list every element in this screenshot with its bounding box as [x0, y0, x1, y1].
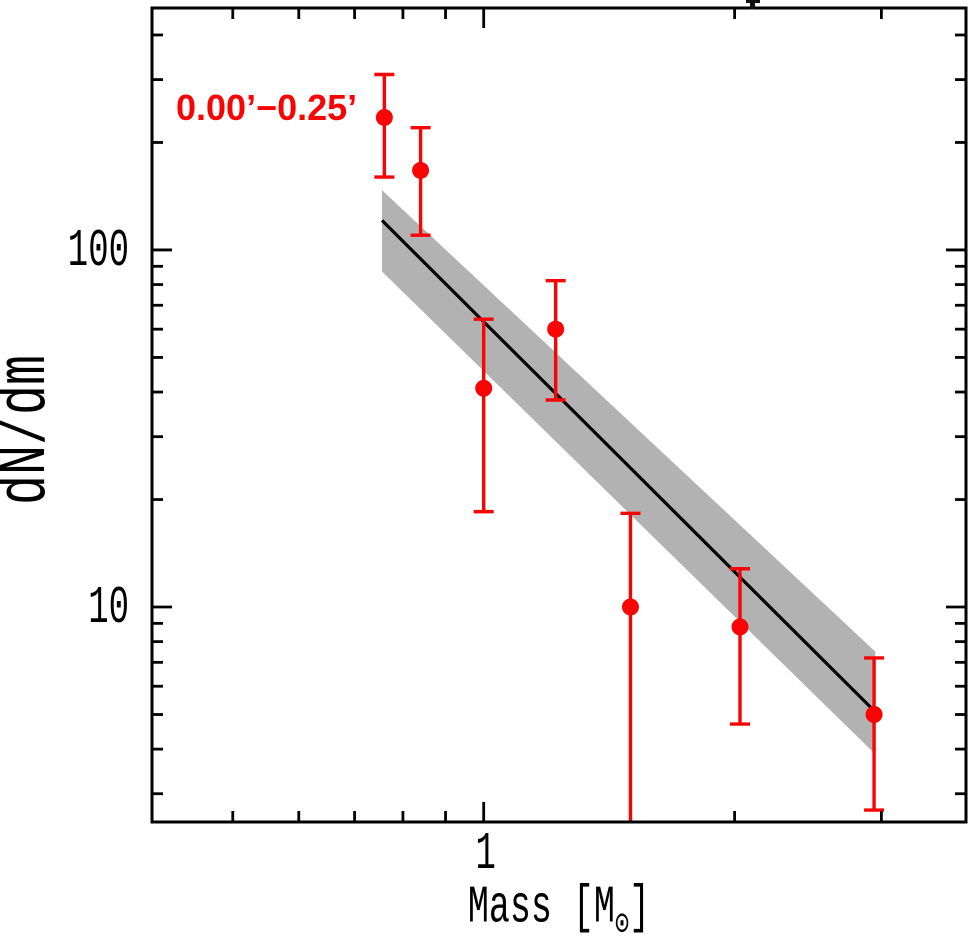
- confidence-band: [382, 190, 876, 755]
- x-axis-label-bracket: ]: [629, 878, 651, 938]
- x-tick-label: 1: [475, 825, 495, 884]
- radial-bin-annotation: 0.00’−0.25’: [176, 87, 358, 128]
- data-point: [412, 161, 430, 179]
- data-point: [547, 320, 565, 338]
- data-point: [475, 379, 493, 397]
- y-tick-label: 100: [68, 222, 129, 281]
- x-axis-label: Mass [M⊙]: [152, 881, 966, 938]
- data-point: [731, 618, 749, 636]
- data-point: [375, 108, 393, 126]
- y-axis-label: dN/dm: [0, 354, 67, 506]
- data-point: [621, 598, 639, 616]
- fit-line: [380, 219, 876, 713]
- plot-frame: [150, 6, 968, 824]
- data-point: [865, 706, 883, 724]
- x-axis-label-text: Mass [M: [467, 878, 615, 938]
- y-tick-label: 10: [88, 579, 129, 638]
- clipped-glyph-stem: [750, 0, 755, 9]
- sun-symbol-icon: ⊙: [614, 905, 630, 938]
- clipped-title-fragment: [746, 0, 762, 10]
